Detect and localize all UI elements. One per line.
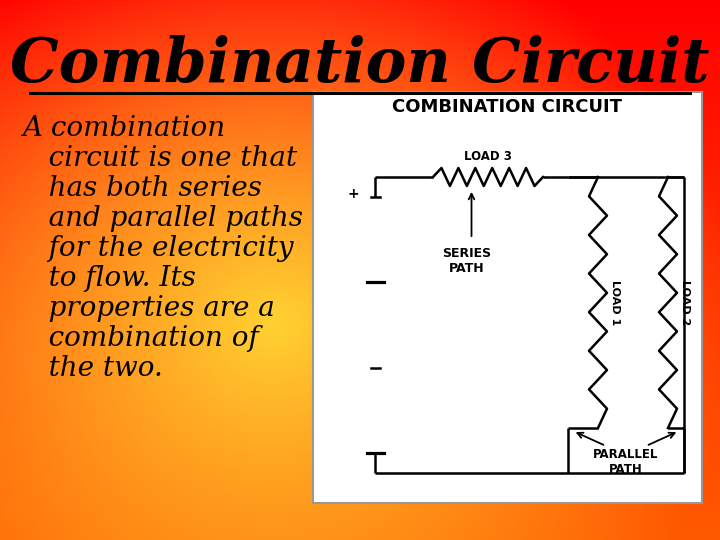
Text: has both series: has both series [22,175,262,202]
Text: SERIES
PATH: SERIES PATH [442,247,491,275]
Text: Combination Circuit: Combination Circuit [10,35,710,95]
Text: LOAD 2: LOAD 2 [680,280,690,325]
Text: +: + [347,187,359,201]
Text: LOAD 3: LOAD 3 [464,150,512,163]
Text: the two.: the two. [22,355,163,382]
Text: for the electricity: for the electricity [22,235,294,262]
Text: to flow. Its: to flow. Its [22,265,196,292]
Bar [313,92,702,503]
Text: properties are a: properties are a [22,295,275,322]
Text: and parallel paths: and parallel paths [22,205,303,232]
Text: combination of: combination of [22,325,258,352]
Text: PARALLEL
PATH: PARALLEL PATH [593,448,659,476]
Text: LOAD 1: LOAD 1 [610,280,620,325]
Text: circuit is one that: circuit is one that [22,145,297,172]
Text: COMBINATION CIRCUIT: COMBINATION CIRCUIT [392,98,623,116]
Text: A combination: A combination [22,115,225,142]
